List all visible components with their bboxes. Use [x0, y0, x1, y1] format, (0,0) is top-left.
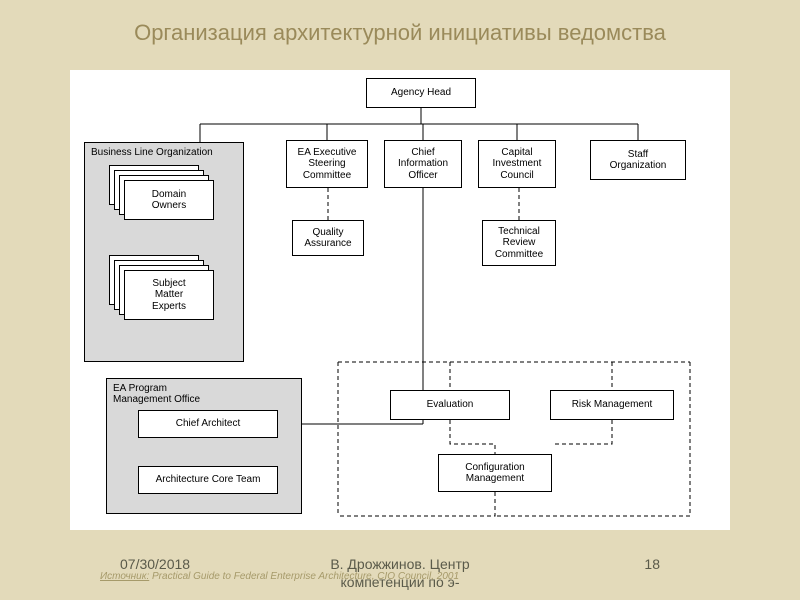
node-evaluation: Evaluation	[390, 390, 510, 420]
node-quality-assurance: Quality Assurance	[292, 220, 364, 256]
node-domain-owners: Domain Owners	[124, 180, 214, 220]
footer-center: В. Дрожжинов. Центр	[0, 556, 800, 572]
source-label: Источник:	[100, 571, 149, 582]
node-capital-invest: Capital Investment Council	[478, 140, 556, 188]
node-subject-experts: Subject Matter Experts	[124, 270, 214, 320]
org-chart: Business Line Organization EA Program Ma…	[70, 70, 730, 530]
source-citation: Источник: Practical Guide to Federal Ent…	[100, 571, 459, 582]
group-business-line-label: Business Line Organization	[91, 147, 213, 158]
footer-page: 18	[644, 556, 660, 572]
node-chief-architect: Chief Architect	[138, 410, 278, 438]
node-risk-mgmt: Risk Management	[550, 390, 674, 420]
source-text: Practical Guide to Federal Enterprise Ar…	[149, 571, 459, 582]
slide-title: Организация архитектурной инициативы вед…	[0, 20, 800, 46]
node-cio: Chief Information Officer	[384, 140, 462, 188]
node-staff-org: Staff Organization	[590, 140, 686, 180]
node-arch-core-team: Architecture Core Team	[138, 466, 278, 494]
node-agency-head: Agency Head	[366, 78, 476, 108]
node-config-mgmt: Configuration Management	[438, 454, 552, 492]
node-ea-steering: EA Executive Steering Committee	[286, 140, 368, 188]
node-tech-review: Technical Review Committee	[482, 220, 556, 266]
group-ea-pmo-label: EA Program Management Office	[113, 383, 200, 405]
